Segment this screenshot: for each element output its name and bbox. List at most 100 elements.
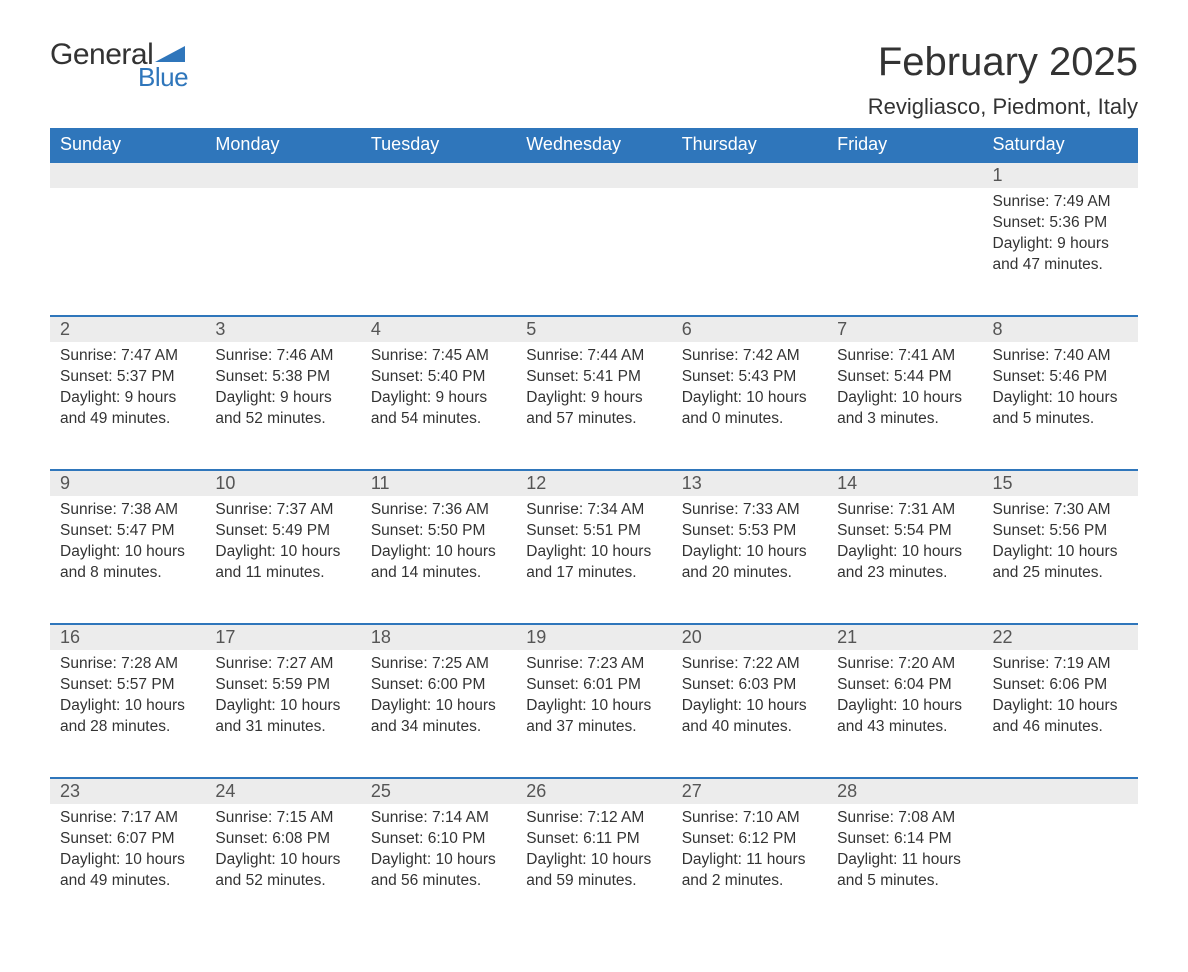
day-number-cell: 24	[205, 778, 360, 804]
day-details-cell: Sunrise: 7:44 AMSunset: 5:41 PMDaylight:…	[516, 342, 671, 470]
day-d1: Daylight: 9 hours	[526, 388, 661, 409]
week-daynum-row: 232425262728	[50, 778, 1138, 804]
day-sr: Sunrise: 7:25 AM	[371, 654, 506, 675]
day-ss: Sunset: 5:54 PM	[837, 521, 972, 542]
day-sr: Sunrise: 7:42 AM	[682, 346, 817, 367]
day-d1: Daylight: 11 hours	[837, 850, 972, 871]
day-d2: and 34 minutes.	[371, 717, 506, 738]
day-sr: Sunrise: 7:20 AM	[837, 654, 972, 675]
day-sr: Sunrise: 7:37 AM	[215, 500, 350, 521]
day-details-cell: Sunrise: 7:31 AMSunset: 5:54 PMDaylight:…	[827, 496, 982, 624]
day-d2: and 2 minutes.	[682, 871, 817, 892]
day-d1: Daylight: 10 hours	[526, 696, 661, 717]
day-number-cell	[672, 162, 827, 188]
day-number-cell	[983, 778, 1138, 804]
day-number-cell: 3	[205, 316, 360, 342]
day-number-cell: 11	[361, 470, 516, 496]
day-ss: Sunset: 6:11 PM	[526, 829, 661, 850]
day-number-cell: 10	[205, 470, 360, 496]
day-details-cell: Sunrise: 7:30 AMSunset: 5:56 PMDaylight:…	[983, 496, 1138, 624]
day-details-cell: Sunrise: 7:41 AMSunset: 5:44 PMDaylight:…	[827, 342, 982, 470]
day-d2: and 8 minutes.	[60, 563, 195, 584]
day-ss: Sunset: 5:59 PM	[215, 675, 350, 696]
day-details-cell: Sunrise: 7:19 AMSunset: 6:06 PMDaylight:…	[983, 650, 1138, 778]
week-details-row: Sunrise: 7:49 AMSunset: 5:36 PMDaylight:…	[50, 188, 1138, 316]
day-details-cell: Sunrise: 7:40 AMSunset: 5:46 PMDaylight:…	[983, 342, 1138, 470]
day-details-cell: Sunrise: 7:33 AMSunset: 5:53 PMDaylight:…	[672, 496, 827, 624]
day-d1: Daylight: 10 hours	[371, 850, 506, 871]
week-details-row: Sunrise: 7:38 AMSunset: 5:47 PMDaylight:…	[50, 496, 1138, 624]
day-ss: Sunset: 5:40 PM	[371, 367, 506, 388]
day-details-cell: Sunrise: 7:15 AMSunset: 6:08 PMDaylight:…	[205, 804, 360, 932]
day-number-cell: 25	[361, 778, 516, 804]
day-ss: Sunset: 5:37 PM	[60, 367, 195, 388]
week-daynum-row: 2345678	[50, 316, 1138, 342]
day-ss: Sunset: 6:04 PM	[837, 675, 972, 696]
day-d2: and 20 minutes.	[682, 563, 817, 584]
weekday-sunday: Sunday	[50, 128, 205, 162]
day-ss: Sunset: 6:03 PM	[682, 675, 817, 696]
day-sr: Sunrise: 7:40 AM	[993, 346, 1128, 367]
day-sr: Sunrise: 7:33 AM	[682, 500, 817, 521]
day-number-cell: 21	[827, 624, 982, 650]
day-sr: Sunrise: 7:44 AM	[526, 346, 661, 367]
day-ss: Sunset: 6:01 PM	[526, 675, 661, 696]
day-details-cell: Sunrise: 7:38 AMSunset: 5:47 PMDaylight:…	[50, 496, 205, 624]
day-number-cell: 13	[672, 470, 827, 496]
day-d1: Daylight: 10 hours	[60, 542, 195, 563]
day-details-cell: Sunrise: 7:12 AMSunset: 6:11 PMDaylight:…	[516, 804, 671, 932]
day-number-cell: 2	[50, 316, 205, 342]
week-daynum-row: 9101112131415	[50, 470, 1138, 496]
day-details-cell	[516, 188, 671, 316]
day-d2: and 5 minutes.	[993, 409, 1128, 430]
weekday-monday: Monday	[205, 128, 360, 162]
day-details-cell: Sunrise: 7:45 AMSunset: 5:40 PMDaylight:…	[361, 342, 516, 470]
day-d2: and 14 minutes.	[371, 563, 506, 584]
day-details-cell: Sunrise: 7:37 AMSunset: 5:49 PMDaylight:…	[205, 496, 360, 624]
day-sr: Sunrise: 7:08 AM	[837, 808, 972, 829]
day-d2: and 43 minutes.	[837, 717, 972, 738]
day-sr: Sunrise: 7:15 AM	[215, 808, 350, 829]
day-sr: Sunrise: 7:28 AM	[60, 654, 195, 675]
day-d1: Daylight: 10 hours	[682, 542, 817, 563]
day-details-cell: Sunrise: 7:47 AMSunset: 5:37 PMDaylight:…	[50, 342, 205, 470]
day-number-cell: 8	[983, 316, 1138, 342]
day-d2: and 31 minutes.	[215, 717, 350, 738]
day-details-cell: Sunrise: 7:49 AMSunset: 5:36 PMDaylight:…	[983, 188, 1138, 316]
day-ss: Sunset: 6:07 PM	[60, 829, 195, 850]
weekday-thursday: Thursday	[672, 128, 827, 162]
day-ss: Sunset: 5:46 PM	[993, 367, 1128, 388]
day-details-cell: Sunrise: 7:34 AMSunset: 5:51 PMDaylight:…	[516, 496, 671, 624]
day-ss: Sunset: 5:53 PM	[682, 521, 817, 542]
day-d1: Daylight: 10 hours	[60, 850, 195, 871]
day-ss: Sunset: 5:47 PM	[60, 521, 195, 542]
day-sr: Sunrise: 7:46 AM	[215, 346, 350, 367]
day-d1: Daylight: 10 hours	[837, 696, 972, 717]
day-d2: and 40 minutes.	[682, 717, 817, 738]
day-d1: Daylight: 10 hours	[682, 696, 817, 717]
day-details-cell: Sunrise: 7:17 AMSunset: 6:07 PMDaylight:…	[50, 804, 205, 932]
day-d2: and 56 minutes.	[371, 871, 506, 892]
day-d1: Daylight: 10 hours	[526, 542, 661, 563]
day-details-cell: Sunrise: 7:25 AMSunset: 6:00 PMDaylight:…	[361, 650, 516, 778]
day-sr: Sunrise: 7:31 AM	[837, 500, 972, 521]
week-daynum-row: 16171819202122	[50, 624, 1138, 650]
day-details-cell: Sunrise: 7:23 AMSunset: 6:01 PMDaylight:…	[516, 650, 671, 778]
day-d2: and 5 minutes.	[837, 871, 972, 892]
day-sr: Sunrise: 7:10 AM	[682, 808, 817, 829]
day-number-cell: 28	[827, 778, 982, 804]
day-ss: Sunset: 6:00 PM	[371, 675, 506, 696]
day-d2: and 23 minutes.	[837, 563, 972, 584]
day-ss: Sunset: 6:10 PM	[371, 829, 506, 850]
day-d1: Daylight: 11 hours	[682, 850, 817, 871]
day-details-cell: Sunrise: 7:20 AMSunset: 6:04 PMDaylight:…	[827, 650, 982, 778]
day-d2: and 25 minutes.	[993, 563, 1128, 584]
day-number-cell: 26	[516, 778, 671, 804]
day-d2: and 52 minutes.	[215, 409, 350, 430]
day-number-cell: 15	[983, 470, 1138, 496]
day-number-cell: 23	[50, 778, 205, 804]
day-d2: and 11 minutes.	[215, 563, 350, 584]
day-ss: Sunset: 5:49 PM	[215, 521, 350, 542]
page-header: General Blue February 2025 Revigliasco, …	[50, 40, 1138, 120]
day-number-cell: 9	[50, 470, 205, 496]
